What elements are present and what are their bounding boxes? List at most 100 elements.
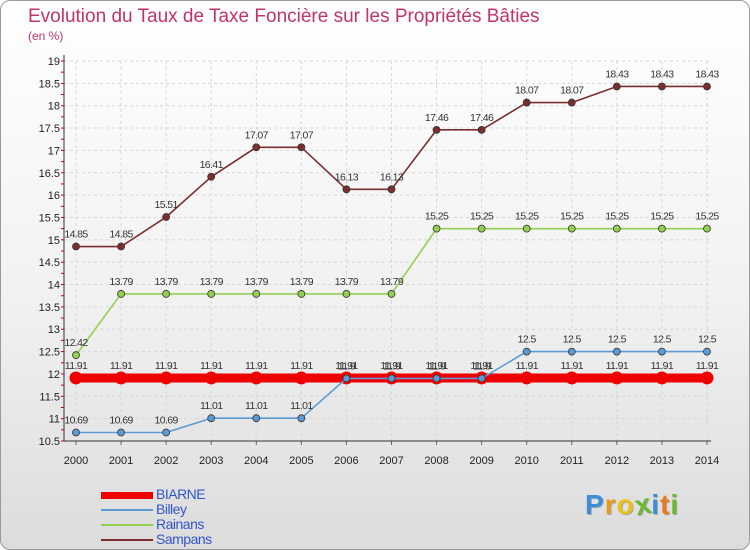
y-tick-label: 12 [48,369,60,381]
data-label-biarne: 11.91 [155,360,178,372]
data-label-sampans: 16.13 [380,171,404,183]
y-tick-label: 17 [48,145,60,157]
data-point-biarne [700,371,714,385]
data-point-sampans [162,213,171,221]
data-label-biarne: 11.91 [380,360,403,372]
data-label-rainans: 15.25 [470,211,494,223]
legend-swatch [101,509,153,511]
data-label-biarne: 11.91 [696,360,719,372]
x-tick-label: 2005 [289,455,313,467]
data-point-rainans [297,290,306,298]
y-tick-label: 10.5 [39,436,60,448]
logo-letter: o [616,489,635,520]
y-tick-label: 19 [48,56,60,68]
x-tick-label: 2002 [154,455,178,467]
data-point-billey [387,374,396,383]
data-label-sampans: 14.85 [64,229,88,241]
data-label-biarne: 11.91 [515,360,538,372]
x-tick-label: 2001 [109,455,133,467]
data-label-billey: 12.5 [608,334,627,346]
data-point-rainans [612,224,621,233]
data-point-biarne [655,371,669,385]
x-tick-label: 2007 [379,455,403,467]
data-label-rainans: 13.79 [109,276,133,288]
data-point-rainans [567,224,576,233]
data-label-billey: 12.5 [518,334,537,346]
data-point-sampans [658,82,666,91]
data-point-rainans [162,290,171,298]
data-label-sampans: 18.07 [560,85,584,97]
y-tick-label: 18 [48,101,60,113]
data-label-billey: 11.9 [428,360,446,372]
data-point-rainans [117,290,125,298]
legend-label: BIARNE [156,486,206,502]
data-point-sampans [252,143,261,152]
data-label-biarne: 11.91 [200,360,223,372]
data-point-billey [703,347,711,356]
data-point-billey [477,374,486,383]
data-label-billey: 11.9 [338,360,356,372]
x-tick-label: 2003 [199,455,223,467]
data-point-sampans [387,185,396,194]
data-label-billey: 12.5 [563,334,582,346]
data-point-rainans [703,224,711,233]
data-point-billey [162,428,171,437]
data-point-billey [342,374,351,383]
logo-letter: P [585,489,605,520]
data-label-biarne: 11.91 [651,360,674,372]
logo-letter: i [670,489,680,520]
data-point-rainans [72,351,80,360]
data-label-rainans: 15.25 [515,211,539,223]
data-label-rainans: 15.25 [605,211,629,223]
data-label-rainans: 13.79 [154,276,178,288]
data-point-rainans [342,290,351,298]
data-label-rainans: 13.79 [380,276,404,288]
data-label-billey: 11.9 [383,360,401,372]
y-tick-label: 14.5 [39,257,60,269]
data-label-biarne: 11.91 [606,360,629,372]
logo-letter: i [651,489,661,520]
data-label-billey: 11.01 [290,400,313,412]
y-tick-label: 16.5 [39,168,60,180]
x-tick-label: 2011 [560,455,584,467]
x-tick-label: 2008 [424,455,448,467]
x-tick-label: 2009 [469,455,493,467]
data-label-sampans: 18.43 [650,68,674,80]
y-tick-label: 11 [49,414,60,426]
data-point-biarne [69,371,83,385]
data-point-rainans [522,224,531,233]
data-point-biarne [159,371,173,385]
x-tick-label: 2006 [334,455,358,467]
data-point-rainans [658,224,666,233]
y-tick-label: 18.5 [39,78,60,90]
data-point-sampans [703,82,711,91]
legend-swatch [101,492,153,499]
data-point-biarne [204,371,218,385]
data-point-billey [252,414,261,423]
data-label-rainans: 15.25 [695,211,719,223]
chart-title: Evolution du Taux de Taxe Foncière sur l… [28,6,540,27]
x-tick-label: 2013 [650,455,674,467]
data-point-rainans [387,290,396,298]
y-tick-label: 14 [48,280,60,292]
data-point-biarne [114,371,128,385]
x-tick-label: 2010 [514,455,538,467]
data-label-biarne: 11.91 [65,360,88,372]
data-label-rainans: 15.25 [560,211,584,223]
data-label-biarne: 11.91 [425,360,448,372]
y-tick-label: 13 [48,324,60,336]
data-label-biarne: 11.91 [561,360,584,372]
data-label-billey: 12.5 [653,334,672,346]
data-label-biarne: 11.91 [290,360,313,372]
unit-label: (en %) [28,29,64,43]
data-point-biarne [610,371,624,385]
x-tick-label: 2012 [605,455,629,467]
data-label-biarne: 11.91 [335,360,358,372]
x-tick-label: 2004 [244,455,268,467]
data-label-rainans: 13.79 [290,276,314,288]
data-label-rainans: 15.25 [650,211,674,223]
data-point-sampans [477,125,486,134]
y-tick-label: 17.5 [39,123,60,135]
data-point-billey [658,347,666,356]
